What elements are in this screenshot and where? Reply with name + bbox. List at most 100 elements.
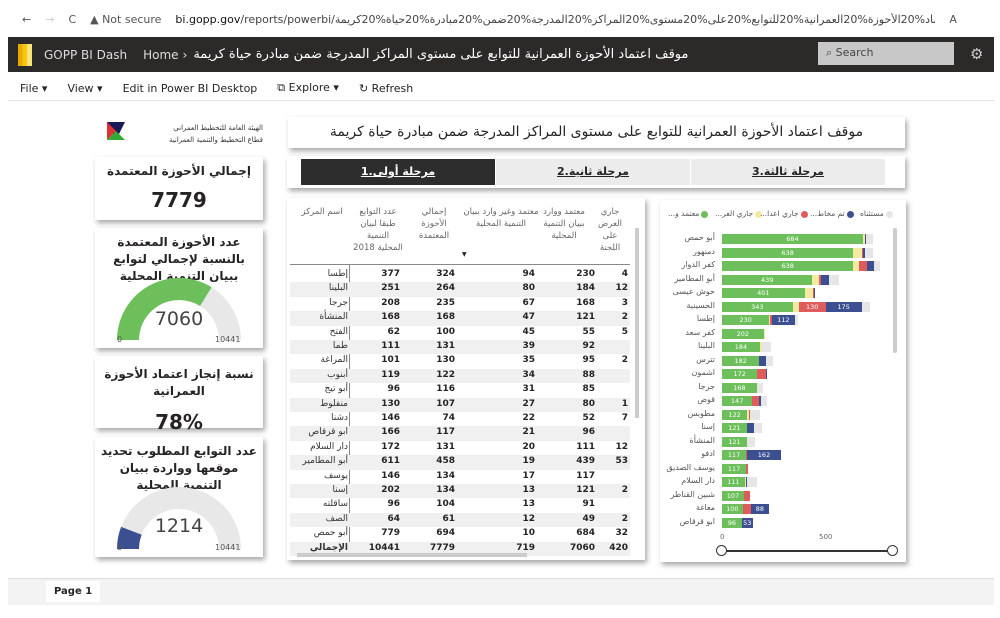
- bar-segment[interactable]: [752, 396, 760, 406]
- table-total-row[interactable]: الإجمالي 10441 7779 719 7060 420: [290, 541, 630, 556]
- bar-segment[interactable]: 172: [722, 369, 758, 379]
- reader-mode-button[interactable]: A: [949, 12, 957, 26]
- bar-segment[interactable]: [742, 504, 751, 514]
- bar-segment[interactable]: [828, 274, 840, 285]
- refresh-button[interactable]: ↻ Refresh: [358, 81, 414, 95]
- bar-segment[interactable]: 684: [722, 234, 863, 244]
- legend-item[interactable]: جاري العر...: [715, 209, 763, 218]
- horizontal-scrollbar[interactable]: [297, 553, 527, 557]
- legend-item[interactable]: معتمد و...: [668, 209, 709, 218]
- bar-segment[interactable]: [864, 247, 873, 258]
- table-row[interactable]: أبو تيج 96 116 31 85: [290, 383, 630, 397]
- table-row[interactable]: منفلوط 130 107 27 80 1: [290, 397, 630, 412]
- bar-segment[interactable]: [747, 409, 749, 420]
- bar-segment[interactable]: [763, 328, 765, 339]
- bar-segment[interactable]: [770, 315, 772, 325]
- bar-segment[interactable]: [762, 342, 771, 352]
- column-header-total-approved[interactable]: إجمالي الأحوزة المعتمدة: [418, 207, 450, 241]
- bar-segment[interactable]: [874, 261, 881, 271]
- bar-segment[interactable]: 175: [825, 301, 862, 312]
- tab-phase-1[interactable]: مرحلة أولى.1: [300, 159, 495, 185]
- bar-segment[interactable]: [858, 261, 867, 271]
- table-row[interactable]: طما 111 131 39 92: [290, 340, 630, 355]
- forward-button[interactable]: →: [45, 12, 55, 26]
- table-row[interactable]: دار السلام 172 131 20 111 12: [290, 441, 630, 455]
- tab-phase-2[interactable]: مرحلة ثانية.2: [495, 159, 690, 185]
- bar-segment[interactable]: [865, 234, 867, 244]
- reload-button[interactable]: C: [68, 12, 77, 26]
- bar-segment[interactable]: 230: [722, 315, 770, 325]
- explore-menu[interactable]: ⧉ Explore ▾: [277, 81, 339, 94]
- legend-item[interactable]: جاري اعدا...: [760, 209, 808, 218]
- column-header-approved-listed[interactable]: معتمد ووارد ببيان التنمية المحلية: [543, 207, 585, 241]
- column-header-name[interactable]: اسم المركز: [301, 207, 343, 217]
- bar-segment[interactable]: [866, 261, 875, 271]
- table-row[interactable]: البلينا 251 264 80 184 12: [290, 282, 630, 297]
- bar-segment[interactable]: 401: [722, 288, 805, 298]
- bar-segment[interactable]: 88: [750, 504, 769, 514]
- bar-segment[interactable]: [792, 301, 799, 312]
- bar-segment[interactable]: 130: [798, 301, 826, 312]
- table-row[interactable]: المنشأة 168 168 47 121 2: [290, 311, 630, 326]
- table-row[interactable]: أبو حمص 779 694 10 684 32: [290, 527, 630, 541]
- bar-segment[interactable]: [765, 369, 767, 379]
- column-header-total-villages[interactable]: عدد التوابع طبقا لبيان التنمية المحلية 2…: [353, 207, 403, 253]
- bar-segment[interactable]: 162: [747, 450, 781, 460]
- bar-segment[interactable]: [861, 247, 864, 258]
- zoom-slider-handle-start[interactable]: [716, 545, 727, 556]
- bar-segment[interactable]: 439: [722, 274, 813, 285]
- bar-segment[interactable]: [746, 463, 748, 474]
- bar-segment[interactable]: 96: [722, 517, 742, 528]
- bar-segment[interactable]: [761, 396, 768, 406]
- bar-segment[interactable]: [794, 315, 798, 325]
- bar-segment[interactable]: [744, 490, 751, 501]
- bar-segment[interactable]: 112: [771, 315, 795, 325]
- bar-segment[interactable]: [759, 396, 762, 406]
- table-row[interactable]: إطسا 377 324 94 230 4: [290, 268, 630, 282]
- bar-segment[interactable]: [756, 382, 763, 393]
- table-row[interactable]: جرجا 208 235 67 168 3: [290, 297, 630, 311]
- app-name[interactable]: GOPP BI Dash: [44, 47, 128, 62]
- search-input[interactable]: ⌕ Search: [818, 42, 954, 65]
- bar-segment[interactable]: [812, 288, 815, 298]
- table-row[interactable]: دشنا 146 74 22 52 7: [290, 412, 630, 426]
- bar-segment[interactable]: 117: [722, 450, 747, 460]
- view-menu[interactable]: View ▾: [67, 81, 103, 95]
- bar-segment[interactable]: [863, 247, 865, 258]
- bar-segment[interactable]: [861, 301, 870, 312]
- edit-desktop-button[interactable]: Edit in Power BI Desktop: [122, 81, 258, 95]
- bar-segment[interactable]: 53: [741, 517, 753, 528]
- column-header-pending[interactable]: جاري العرض على اللجنة: [597, 207, 623, 253]
- breadcrumb-home[interactable]: Home: [143, 47, 179, 62]
- bar-segment[interactable]: 122: [722, 409, 748, 420]
- bar-segment[interactable]: [818, 274, 821, 285]
- bar-segment[interactable]: [820, 274, 829, 285]
- bar-segment[interactable]: 184: [722, 342, 760, 352]
- bar-segment[interactable]: [745, 477, 748, 487]
- table-row[interactable]: الصف 64 61 12 49 2: [290, 512, 630, 528]
- bar-segment[interactable]: [746, 423, 755, 433]
- bar-segment[interactable]: [754, 423, 763, 433]
- table-row[interactable]: أبنوب 119 122 34 88: [290, 368, 630, 384]
- bar-segment[interactable]: [748, 409, 750, 420]
- back-button[interactable]: ←: [22, 12, 32, 26]
- bar-segment[interactable]: 638: [722, 261, 854, 271]
- bar-segment[interactable]: [862, 234, 866, 244]
- bar-segment[interactable]: 343: [722, 301, 793, 312]
- bar-segment[interactable]: [765, 355, 773, 366]
- table-row[interactable]: يوسف 146 134 17 117: [290, 470, 630, 484]
- bar-segment[interactable]: [866, 234, 873, 244]
- zoom-slider-handle-end[interactable]: [887, 545, 898, 556]
- column-header-approved-not-listed[interactable]: معتمد وغير وارد ببيان التنمية المحلية: [463, 207, 539, 229]
- table-row[interactable]: المراغة 101 130 35 95 2: [290, 354, 630, 368]
- bar-segment[interactable]: [769, 315, 771, 325]
- tab-phase-3[interactable]: مرحلة ثالثة.3: [690, 159, 885, 185]
- vertical-scrollbar[interactable]: [635, 228, 639, 418]
- table-row[interactable]: أبو المطامير 611 458 19 439 53: [290, 455, 630, 470]
- bar-segment[interactable]: 100: [722, 504, 743, 514]
- address-bar[interactable]: bi.gopp.gov/reports/powerbi/موقف%20اعتما…: [175, 13, 935, 26]
- bar-segment[interactable]: [757, 369, 766, 379]
- gear-icon[interactable]: ⚙: [970, 45, 984, 63]
- table-row[interactable]: الفتح 62 100 45 55 5: [290, 326, 630, 340]
- chart-vertical-scrollbar[interactable]: [893, 228, 897, 353]
